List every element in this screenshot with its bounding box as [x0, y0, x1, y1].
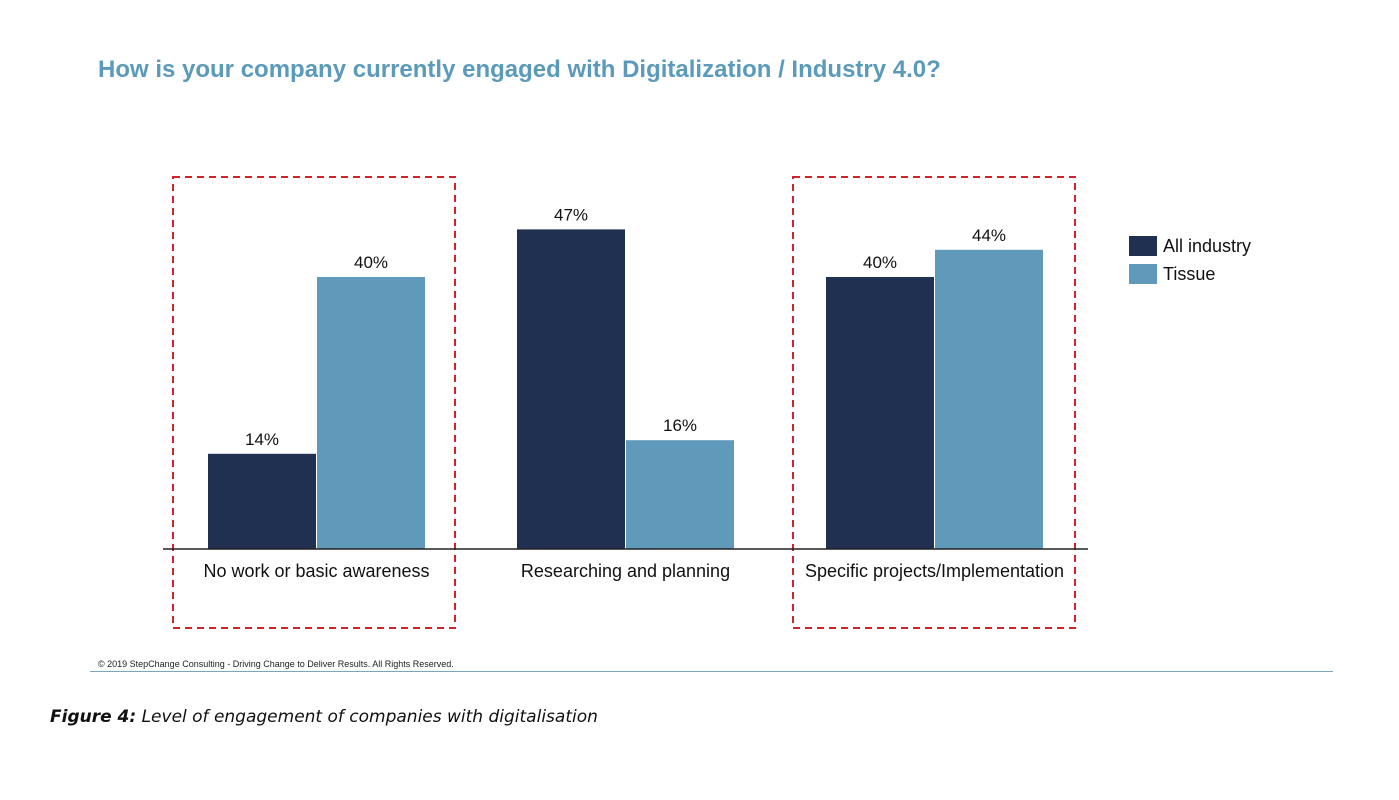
bar-tissue-no-work-or-basic-awareness: [317, 277, 425, 549]
legend-swatch-all-industry: [1129, 236, 1157, 256]
legend-swatch-tissue: [1129, 264, 1157, 284]
value-label-all-industry-specific-projects-implementation: 40%: [863, 253, 897, 272]
highlight-box-specific-projects-implementation: [792, 176, 1076, 629]
value-label-all-industry-researching-and-planning: 47%: [554, 205, 588, 224]
bar-tissue-specific-projects-implementation: [935, 249, 1043, 550]
bar-tissue-researching-and-planning: [626, 440, 734, 549]
category-label-specific-projects-implementation: Specific projects/Implementation: [805, 561, 1064, 581]
highlight-box-no-work-or-basic-awareness: [172, 176, 456, 629]
value-label-tissue-no-work-or-basic-awareness: 40%: [354, 253, 388, 272]
legend-label-tissue: Tissue: [1163, 264, 1215, 284]
caption-label: Figure 4:: [50, 707, 137, 727]
chart-title: How is your company currently engaged wi…: [98, 56, 941, 83]
legend-label-all-industry: All industry: [1163, 236, 1251, 256]
bar-all-industry-no-work-or-basic-awareness: [208, 453, 316, 549]
copyright-notice: © 2019 StepChange Consulting - Driving C…: [98, 659, 454, 669]
category-label-no-work-or-basic-awareness: No work or basic awareness: [203, 561, 429, 581]
bar-all-industry-specific-projects-implementation: [826, 277, 934, 549]
figure-caption: Figure 4: Level of engagement of compani…: [50, 707, 598, 727]
caption-text: Level of engagement of companies with di…: [136, 707, 598, 727]
value-label-tissue-specific-projects-implementation: 44%: [972, 226, 1006, 245]
value-label-tissue-researching-and-planning: 16%: [663, 416, 697, 435]
footer-divider: [90, 671, 1333, 672]
bar-all-industry-researching-and-planning: [517, 229, 625, 549]
category-label-researching-and-planning: Researching and planning: [521, 561, 730, 581]
value-label-all-industry-no-work-or-basic-awareness: 14%: [245, 430, 279, 449]
